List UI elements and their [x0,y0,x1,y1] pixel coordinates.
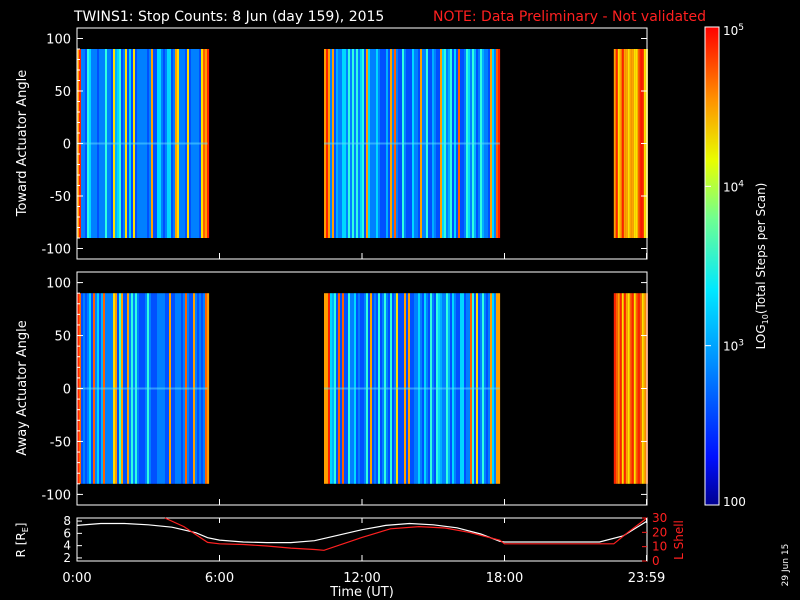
away-panel: -100 -50 0 50 100 Away Actuator Angle [15,271,648,506]
lshell-tick-label: 10 [652,540,667,554]
heatmap-column [207,49,210,238]
heatmap-column [625,49,628,238]
x-axis-label: Time (UT) [329,585,394,600]
y-tick-label: 50 [54,85,71,100]
x-tick-label: 23:59 [628,571,665,586]
heatmap-column [633,293,636,484]
heatmap-column [623,293,626,484]
colorbar-ticks: 100 103 104 105 [705,23,746,509]
heatmap-column [625,293,628,484]
zero-angle-band [324,387,500,390]
heatmap-column [615,49,618,238]
r-series-line [76,520,648,544]
heatmap-column [627,49,630,238]
colorbar-label: LOG10(Total Steps per Scan) [754,183,770,350]
colorbar-tick-label: 104 [723,179,744,194]
zero-angle-band [77,142,208,145]
colorbar-tick-label: 105 [723,23,744,38]
lshell-tick-label: 0 [652,554,660,568]
y-tick-label: -50 [50,190,71,205]
chart-title: TWINS1: Stop Counts: 8 Jun (day 159), 20… [73,9,384,25]
y-tick-label: 0 [63,383,71,398]
r-axis-label-prefix: R [R [14,532,28,557]
heatmap-column [631,49,634,238]
r-tick-label: 6 [63,526,71,540]
orbit-axes-frame [76,517,648,562]
r-axis-label-sub: E [21,527,30,532]
colorbar-label-suffix: (Total Steps per Scan) [754,183,768,315]
preliminary-note: NOTE: Data Preliminary - Not validated [433,9,706,25]
y-tick-label: 0 [63,138,71,153]
colorbar-tick-label: 103 [723,339,744,354]
y-tick-label: -50 [50,435,71,450]
lshell-tick-label: 20 [652,525,667,539]
heatmap-column [617,49,620,238]
r-tick-label: 4 [63,539,71,553]
heatmap-column [639,49,642,238]
heatmap-column [629,293,632,484]
heatmap-column [629,49,632,238]
away-y-label: Away Actuator Angle [15,320,30,455]
heatmap-column [633,49,636,238]
away-heatmap [77,293,648,484]
heatmap-column [617,293,620,484]
toward-y-ticks: -100 -50 0 50 100 [41,33,648,259]
zero-angle-band [77,387,208,390]
zero-angle-band [324,142,500,145]
y-tick-label: -100 [41,488,71,503]
heatmap-column [639,293,642,484]
heatmap-column [619,49,622,238]
y-tick-label: 50 [54,330,71,345]
heatmap-column [207,293,210,484]
lshell-series-line [164,517,648,551]
y-tick-label: 100 [46,33,71,48]
heatmap-column [613,293,616,484]
lshell-tick-label: 30 [652,511,667,525]
r-tick-label: 2 [63,551,71,565]
heatmap-column [631,293,634,484]
colorbar-label-prefix: LOG [754,324,768,349]
away-y-ticks: -100 -50 0 50 100 [41,277,648,505]
colorbar-gradient [705,27,719,505]
x-tick-label: 12:00 [343,571,380,586]
heatmap-column [637,293,640,484]
heatmap-column [627,293,630,484]
heatmap-column [635,49,638,238]
heatmap-column [613,49,616,238]
colorbar-label-sub: 10 [761,314,770,324]
lshell-axis-label: L Shell [672,520,686,560]
heatmap-column [621,293,624,484]
heatmap-column [635,293,638,484]
x-tick-label: 6:00 [205,571,234,586]
heatmap-column [615,293,618,484]
x-tick-label: 0:00 [62,571,91,586]
r-axis-label: R [RE] [14,523,30,558]
date-stamp: 29 Jun 15 [781,544,791,587]
r-axis-label-suffix: ] [14,523,28,528]
heatmap-column [621,49,624,238]
colorbar-frame [704,26,720,506]
toward-y-label: Toward Actuator Angle [15,70,30,217]
toward-panel: -100 -50 0 50 100 Toward Actuator Angle [15,27,648,260]
colorbar-tick-label: 100 [723,495,746,509]
x-tick-label: 18:00 [486,571,523,586]
heatmap-column [619,293,622,484]
r-tick-label: 8 [63,514,71,528]
y-tick-label: -100 [41,243,71,258]
y-tick-label: 100 [46,277,71,292]
heatmap-column [623,49,626,238]
colorbar: 100 103 104 105 LOG10(Total Steps per Scan) [704,23,770,509]
heatmap-column [637,49,640,238]
